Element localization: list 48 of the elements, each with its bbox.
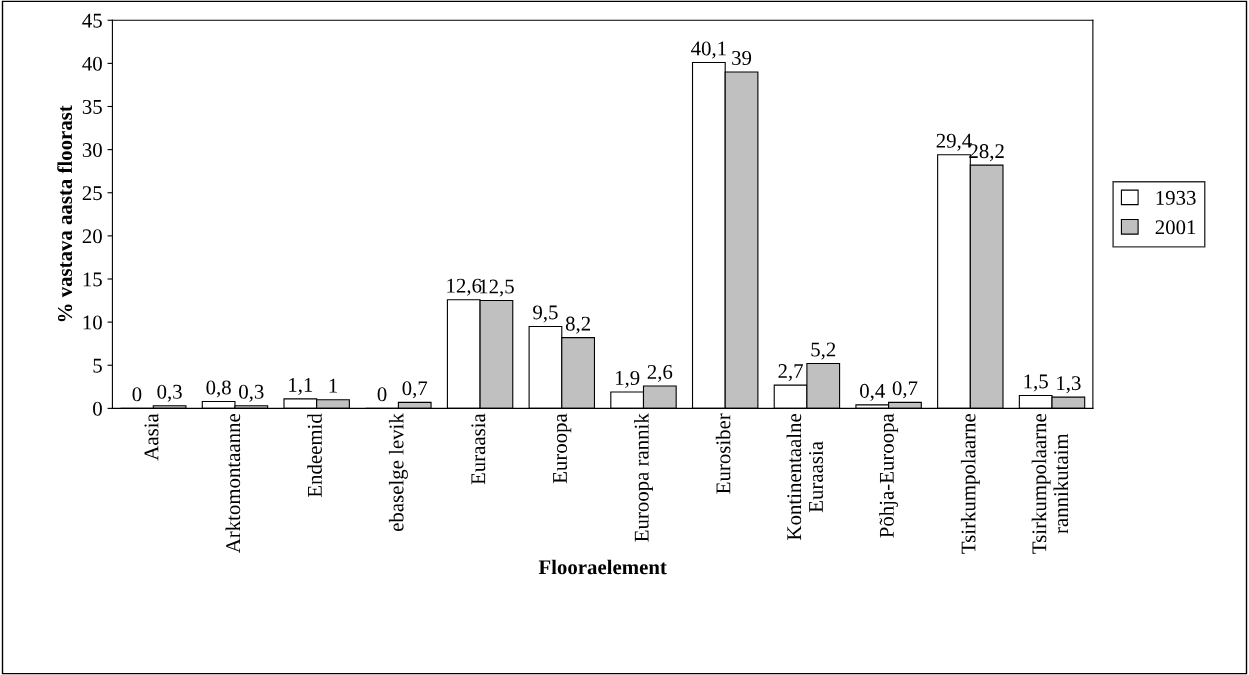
data-label: 0,8 xyxy=(206,380,231,398)
y-tick-label: 5 xyxy=(93,358,102,373)
x-tick-label: Tsirkumpolaarne rannikutaim xyxy=(1031,413,1069,554)
data-label: 0,4 xyxy=(860,383,885,401)
data-label: 1,9 xyxy=(615,370,640,388)
data-label: 1,1 xyxy=(289,377,313,395)
data-label: 0 xyxy=(377,387,387,402)
data-label: 0,7 xyxy=(892,381,918,399)
data-label: 8,2 xyxy=(565,316,590,334)
data-label: 0,7 xyxy=(402,381,428,399)
data-label: 40,1 xyxy=(691,41,726,59)
x-tick-label: Aasia xyxy=(144,413,159,461)
data-label: 1,5 xyxy=(1024,374,1048,392)
data-label: 2,6 xyxy=(647,364,673,382)
y-tick-label: 0 xyxy=(93,401,102,416)
data-label: 39 xyxy=(732,50,752,65)
data-label: 12,6 xyxy=(447,278,482,296)
data-label: 5,2 xyxy=(811,342,836,360)
data-label: 12,5 xyxy=(480,279,514,297)
y-tick-label: 15 xyxy=(83,272,102,287)
y-tick-label: 20 xyxy=(82,229,102,244)
y-tick-label: 35 xyxy=(82,99,102,114)
x-tick-label: Euroopa xyxy=(553,413,572,484)
data-label: 1,3 xyxy=(1057,376,1081,394)
x-tick-label: Arktomontaanne xyxy=(225,413,241,554)
x-tick-label: Tsirkumpolaarne xyxy=(960,413,980,554)
data-label: 0,3 xyxy=(157,384,182,402)
data-label: 0,3 xyxy=(239,384,264,402)
y-tick-label: 10 xyxy=(83,315,102,330)
legend-label: 2001 xyxy=(1155,220,1196,235)
y-tick-label: 30 xyxy=(82,143,102,158)
x-tick-label: Eurosiber xyxy=(715,413,731,494)
x-tick-label: Endeemid xyxy=(307,413,322,498)
y-tick-label: 40 xyxy=(82,56,102,71)
x-tick-label: Euraasia xyxy=(471,413,486,485)
y-tick-label: 25 xyxy=(82,186,102,201)
data-label: 0 xyxy=(132,387,142,402)
x-tick-label: Euroopa rannik xyxy=(634,413,653,542)
x-tick-label: Põhja-Euroopa xyxy=(879,413,899,538)
y-tick-label: 45 xyxy=(82,13,102,28)
data-label: 2,7 xyxy=(778,364,803,382)
y-axis-title: % vastava aasta floorast xyxy=(57,105,73,322)
data-label: 9,5 xyxy=(533,305,558,323)
x-axis-title: Flooraelement xyxy=(538,559,667,575)
x-tick-label: ebaselge levik xyxy=(388,413,408,532)
data-label: 1 xyxy=(329,378,337,393)
x-tick-label: Kontinentaalne Euraasia xyxy=(786,413,824,540)
legend-label: 1933 xyxy=(1156,190,1196,205)
